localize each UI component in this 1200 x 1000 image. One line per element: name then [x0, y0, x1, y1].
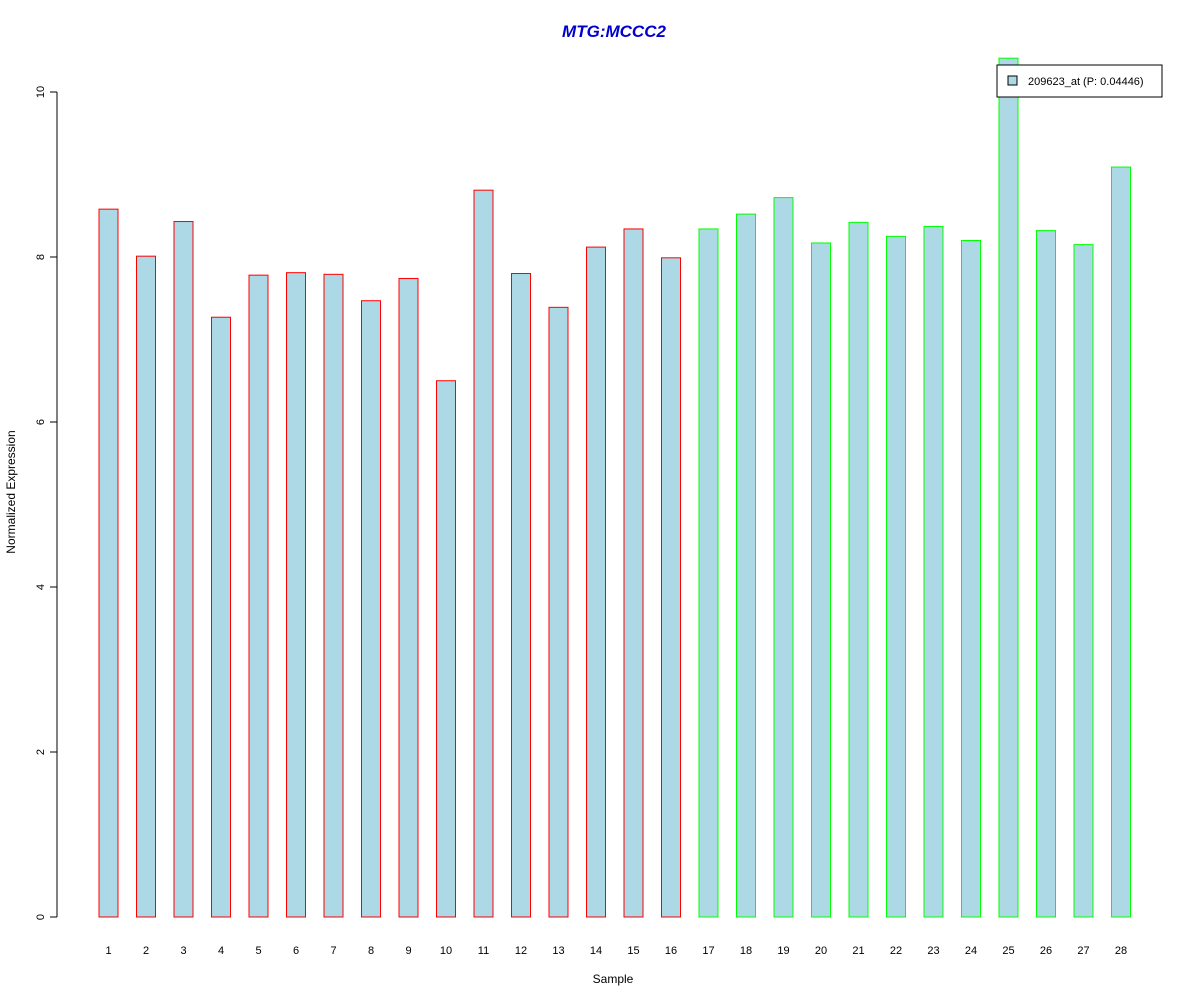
bars: [98, 57, 1131, 918]
x-tick-label: 18: [740, 945, 752, 957]
x-tick-label: 8: [368, 945, 374, 957]
x-tick-label: 17: [702, 945, 714, 957]
bar-sample-24: [961, 240, 981, 918]
x-tick-label: 24: [965, 945, 977, 957]
y-tick-label: 2: [35, 749, 47, 755]
y-tick-label: 8: [35, 254, 47, 260]
x-tick-label: 1: [105, 945, 111, 957]
x-tick-label: 11: [478, 945, 489, 957]
bar-sample-22: [886, 235, 906, 918]
x-tick-label: 19: [777, 945, 789, 957]
x-tick-label: 13: [552, 945, 564, 957]
x-tick-label: 20: [815, 945, 827, 957]
y-tick-label: 0: [35, 914, 47, 920]
x-tick-label: 27: [1077, 945, 1089, 957]
bar-sample-1: [98, 208, 119, 918]
bar-sample-17: [698, 228, 719, 918]
x-tick-label: 21: [852, 945, 864, 957]
x-tick-label: 7: [330, 945, 336, 957]
bar-sample-9: [398, 277, 419, 918]
bar-sample-8: [361, 300, 381, 918]
x-axis-label: Sample: [593, 972, 634, 986]
y-tick-label: 10: [35, 86, 47, 98]
bar-sample-3: [173, 221, 194, 918]
legend: 209623_at (P: 0.04446): [996, 64, 1163, 98]
legend-box: [996, 64, 1163, 98]
legend-swatch: [1007, 75, 1018, 86]
x-tick-label: 16: [665, 945, 677, 957]
bar-sample-6: [286, 272, 306, 918]
x-tick-label: 28: [1115, 945, 1127, 957]
y-tick-label: 4: [35, 584, 47, 590]
bar-sample-7: [323, 273, 344, 918]
x-tick-label: 12: [515, 945, 527, 957]
x-tick-label: 9: [405, 945, 411, 957]
bar-sample-5: [248, 274, 269, 918]
bar-sample-21: [848, 221, 869, 918]
y-axis: 0 2 4 6 8 10: [35, 86, 58, 920]
x-tick-label: 14: [590, 945, 602, 957]
bar-sample-16: [661, 257, 681, 918]
bar-sample-12: [511, 273, 531, 918]
bar-sample-14: [586, 246, 606, 918]
bar-sample-19: [773, 197, 794, 918]
bar-sample-2: [136, 255, 156, 918]
x-tick-label: 3: [180, 945, 186, 957]
x-tick-label: 23: [927, 945, 939, 957]
x-tick-label: 5: [255, 945, 261, 957]
x-tick-label: 15: [627, 945, 639, 957]
x-tick-label: 4: [218, 945, 224, 957]
bar-sample-13: [548, 306, 569, 918]
legend-label: 209623_at (P: 0.04446): [1028, 76, 1144, 88]
y-tick-label: 6: [35, 419, 47, 425]
x-tick-label: 2: [143, 945, 149, 957]
bar-sample-20: [811, 242, 831, 918]
x-tick-label: 6: [293, 945, 299, 957]
x-tick-label: 25: [1002, 945, 1014, 957]
bar-sample-25: [998, 57, 1019, 918]
bar-sample-23: [923, 225, 944, 918]
bar-sample-15: [623, 228, 644, 918]
x-tick-label: 26: [1040, 945, 1052, 957]
bar-sample-18: [736, 213, 756, 918]
bar-sample-10: [436, 380, 456, 918]
bar-sample-4: [211, 316, 231, 918]
bar-sample-27: [1073, 244, 1094, 918]
x-tick-labels: 1 2 3 4 5 6 7 8 9 10 11 12 13 14 15 16 17 18 19 20 21 22 23 24 2…: [105, 945, 1127, 957]
x-tick-label: 22: [890, 945, 902, 957]
chart-title: MTG:MCCC2: [562, 22, 666, 41]
bar-sample-11: [473, 189, 494, 918]
bar-sample-26: [1036, 230, 1056, 918]
bar-sample-28: [1111, 166, 1131, 918]
x-tick-label: 10: [440, 945, 452, 957]
y-axis-label: Normalized Expression: [4, 430, 18, 553]
